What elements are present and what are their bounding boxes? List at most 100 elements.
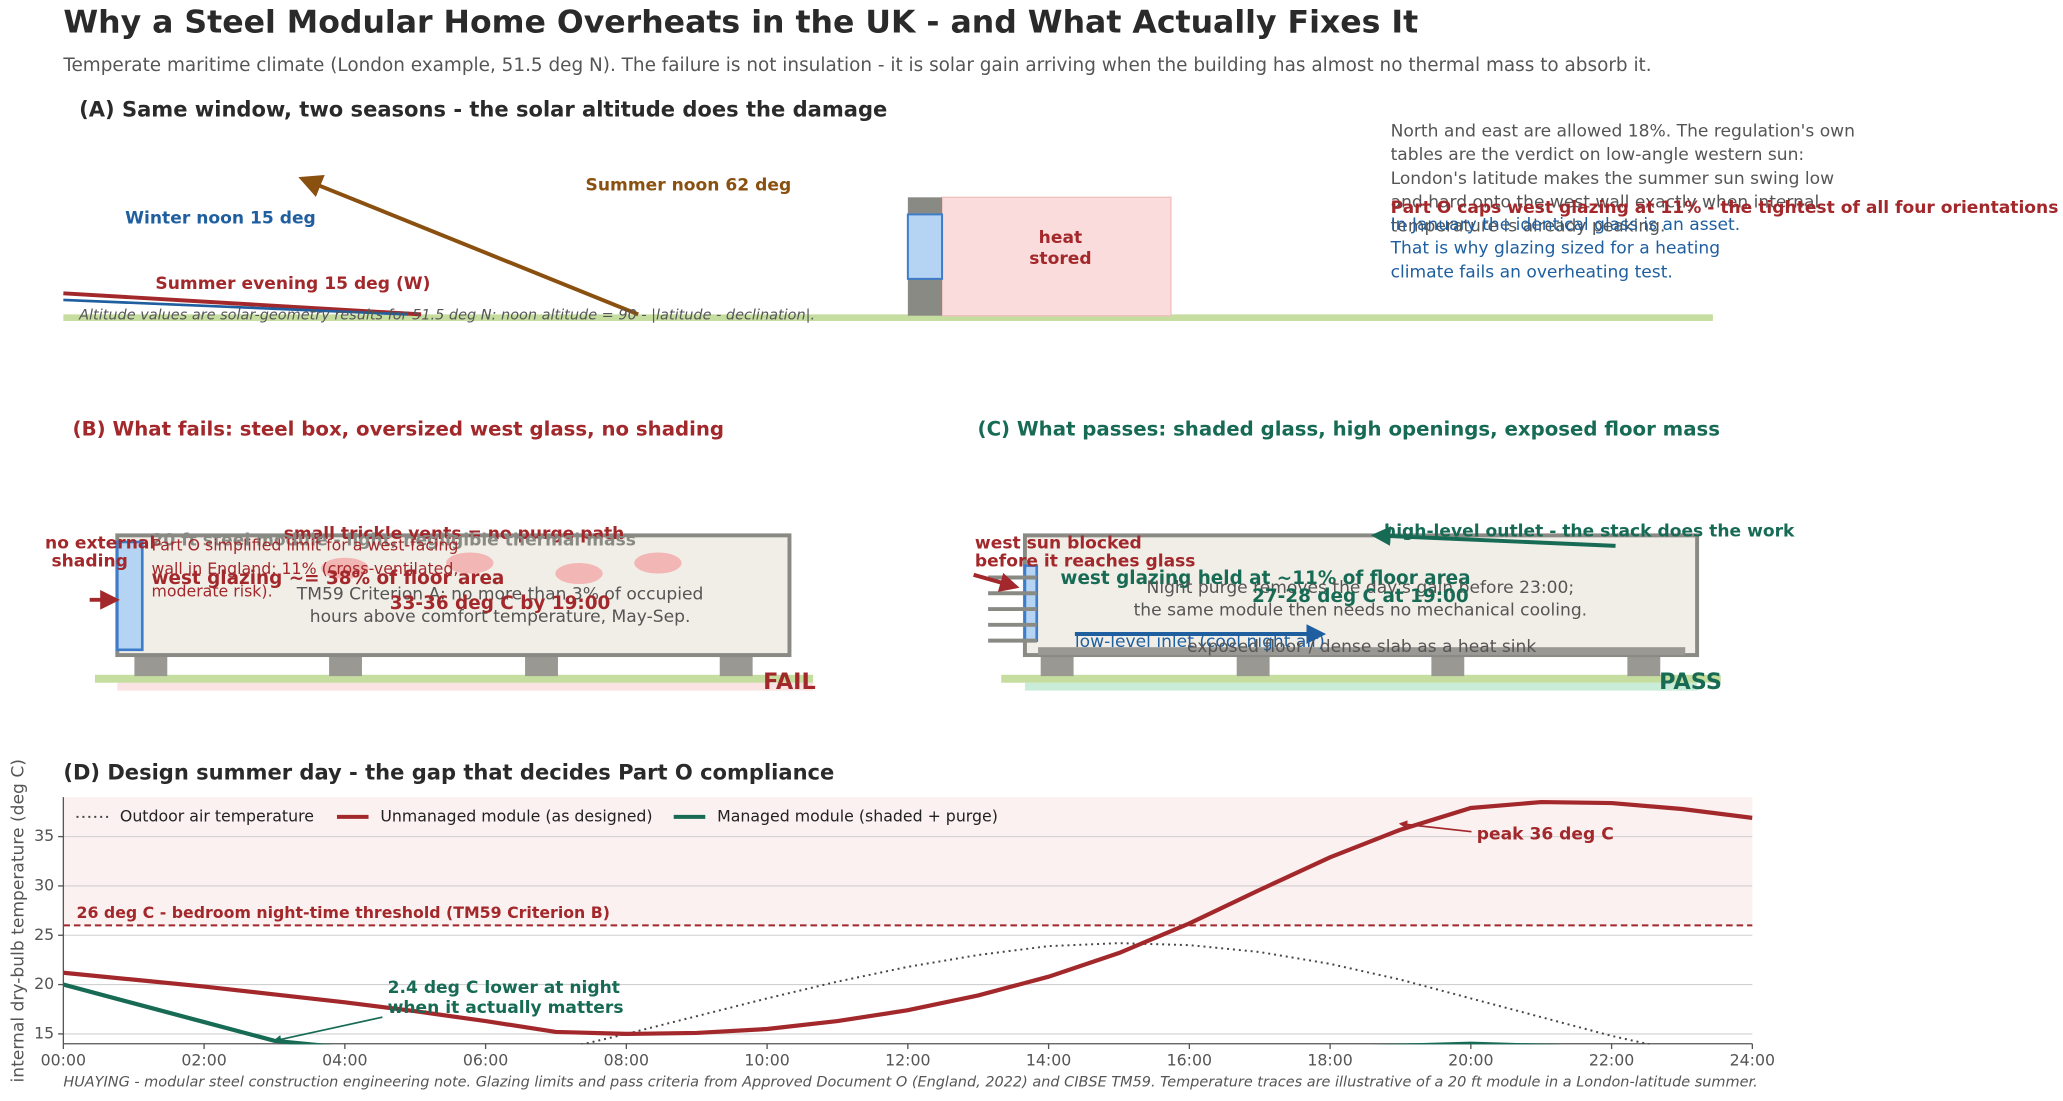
- label: 33-36 deg C by 19:00: [390, 593, 611, 614]
- series-line: [577, 942, 1655, 1045]
- heat-label: stored: [1029, 249, 1091, 269]
- foot: [1627, 655, 1661, 677]
- heat-blob: [446, 552, 494, 574]
- label: west glazing ~= 38% of floor area: [151, 568, 504, 589]
- x-tick-label: 02:00: [181, 1050, 226, 1069]
- summer-evening-label: Summer evening 15 deg (W): [155, 274, 430, 294]
- explanation: London's latitude makes the summer sun s…: [1391, 169, 1834, 189]
- sun-ray-winter: [63, 298, 409, 316]
- series-line: [63, 982, 1561, 1045]
- y-tick-label: 20: [34, 974, 54, 993]
- x-tick-label: 08:00: [604, 1050, 649, 1069]
- seasonal-note: In January the identical glass is an ass…: [1391, 215, 1741, 235]
- chart-title: (D) Design summer day - the gap that dec…: [63, 759, 834, 784]
- explanation: temperature is already peaking.: [1391, 216, 1666, 236]
- heat-blob: [634, 552, 682, 574]
- seasonal-note: That is why glazing sized for a heating: [1390, 239, 1721, 259]
- label: wall in England: 11% (cross-ventilated,: [151, 559, 458, 578]
- ground-tint: [1024, 682, 1698, 691]
- legend-label: Unmanaged module (as designed): [380, 806, 652, 825]
- page-subtitle: Temperate maritime climate (London examp…: [62, 55, 1651, 76]
- ground: [1001, 674, 1721, 683]
- footer: HUAYING - modular steel construction eng…: [63, 1075, 1757, 1091]
- y-tick-label: 35: [34, 826, 54, 845]
- verdict: FAIL: [763, 669, 816, 695]
- label: 20 ft steel module - light, negligible t…: [151, 531, 635, 551]
- label: TM59 Criterion A: no more than 3% of occ…: [296, 585, 704, 605]
- window: [906, 213, 944, 280]
- x-tick-label: 12:00: [885, 1050, 930, 1069]
- ground-tint: [117, 682, 814, 691]
- label: before it reaches glass: [975, 552, 1196, 572]
- floor-slab: [1038, 647, 1686, 656]
- legend-label: Outdoor air temperature: [120, 806, 314, 825]
- label: exposed floor / dense slab as a heat sin…: [1187, 637, 1536, 657]
- y-tick-label: 25: [34, 925, 54, 944]
- y-axis-label: internal dry-bulb temperature (deg C): [9, 759, 29, 1082]
- page-title: Why a Steel Modular Home Overheats in th…: [63, 5, 1418, 41]
- annotation-text: peak 36 deg C: [1477, 824, 1614, 844]
- module-box: [115, 533, 792, 658]
- x-tick-label: 04:00: [322, 1050, 367, 1069]
- heat-zone: [941, 196, 1172, 317]
- heat-blob: [321, 557, 369, 579]
- label: 27-28 deg C at 19:00: [1252, 586, 1469, 607]
- callout: Part O caps west glazing at 11% - the ti…: [1391, 198, 2059, 218]
- foot: [719, 655, 753, 677]
- note: Altitude values are solar-geometry resul…: [78, 308, 815, 324]
- x-tick-label: 24:00: [1730, 1050, 1775, 1069]
- label: moderate risk).: [151, 581, 272, 600]
- annotation-arrow: [1398, 820, 1472, 833]
- label: west sun blocked: [975, 533, 1142, 553]
- annotation-arrow: [272, 1016, 383, 1044]
- heat-blob: [555, 562, 603, 585]
- panel-heading: (C) What passes: shaded glass, high open…: [978, 418, 1720, 441]
- label: west glazing held at ~11% of floor area: [1060, 568, 1470, 589]
- heat-label: heat: [1039, 228, 1082, 248]
- x-tick-label: 00:00: [41, 1050, 86, 1069]
- sun-ray-summer-noon: [298, 175, 639, 317]
- series-line: [63, 799, 1753, 1037]
- threshold-label: 26 deg C - bedroom night-time threshold …: [77, 903, 611, 922]
- winter-label: Winter noon 15 deg: [125, 208, 316, 228]
- sun-ray-summer-evening: [63, 291, 422, 317]
- label: no external: [45, 533, 155, 553]
- label: hours above comfort temperature, May-Sep…: [310, 607, 691, 627]
- annotation-text: 2.4 deg C lower at night: [388, 978, 620, 998]
- summer-noon-label: Summer noon 62 deg: [586, 175, 792, 195]
- label: Night purge removes the day's gain befor…: [1147, 578, 1575, 598]
- ground: [63, 314, 1713, 321]
- sun-arrow: [973, 572, 1020, 592]
- panel-heading: (B) What fails: steel box, oversized wes…: [73, 418, 724, 441]
- x-tick-label: 20:00: [1448, 1050, 1493, 1069]
- x-tick-label: 06:00: [463, 1050, 508, 1069]
- x-tick-label: 16:00: [1167, 1050, 1212, 1069]
- y-tick-label: 30: [34, 875, 54, 894]
- x-tick-label: 18:00: [1307, 1050, 1352, 1069]
- seasonal-note: climate fails an overheating test.: [1391, 262, 1673, 282]
- foot: [134, 655, 168, 677]
- legend-label: Managed module (shaded + purge): [717, 806, 998, 825]
- foot: [1431, 655, 1465, 677]
- label: small trickle vents = no purge path: [284, 524, 625, 544]
- foot: [1040, 655, 1074, 677]
- label: shading: [51, 552, 127, 572]
- panel-heading: (A) Same window, two seasons - the solar…: [79, 96, 887, 121]
- y-tick-label: 15: [34, 1023, 54, 1042]
- label: high-level outlet - the stack does the w…: [1384, 521, 1795, 541]
- explanation: North and east are allowed 18%. The regu…: [1391, 122, 1855, 142]
- outlet-arrow: [1370, 526, 1616, 548]
- x-tick-label: 14:00: [1026, 1050, 1071, 1069]
- ground: [94, 674, 814, 683]
- label: Part O simplified limit for a west-facin…: [151, 535, 458, 554]
- explanation: and hard onto the west wall exactly when…: [1391, 193, 1820, 213]
- verdict: PASS: [1659, 669, 1722, 695]
- foot: [525, 655, 558, 677]
- annotation-text: when it actually matters: [388, 998, 624, 1018]
- label: the same module then needs no mechanical…: [1134, 600, 1588, 620]
- explanation: tables are the verdict on low-angle west…: [1391, 145, 1805, 165]
- x-tick-label: 10:00: [744, 1050, 789, 1069]
- x-tick-label: 22:00: [1589, 1050, 1634, 1069]
- label: low-level inlet (cool night air): [1075, 632, 1325, 652]
